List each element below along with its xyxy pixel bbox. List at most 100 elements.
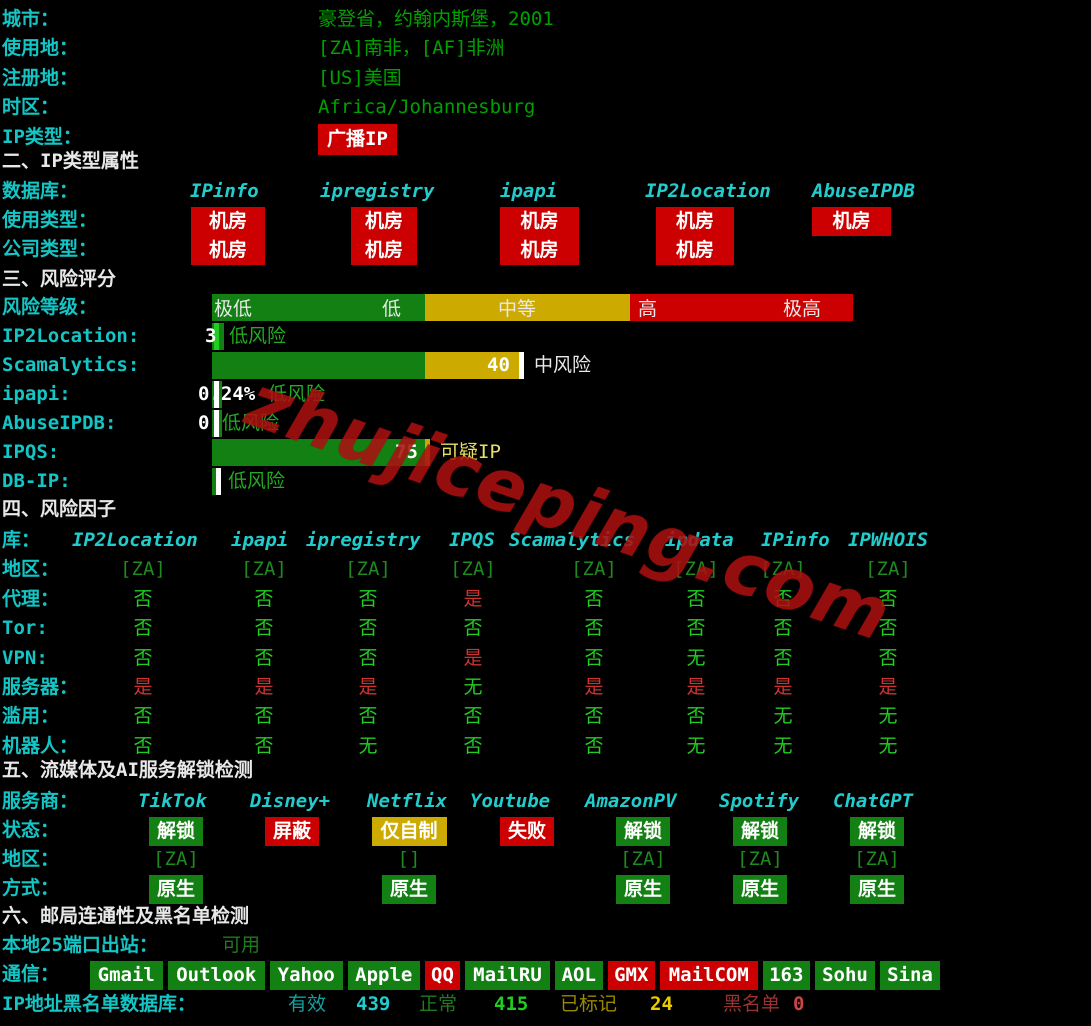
risk-score-bar — [212, 439, 425, 466]
section4-db-header: IPWHOIS — [848, 529, 929, 551]
section5-status-badge: 屏蔽 — [265, 817, 319, 847]
section4-cell: 否 — [133, 705, 153, 728]
section2-db-header: IP2Location — [645, 180, 771, 202]
section4-cell: 是 — [584, 676, 604, 698]
section4-cell: [ZA] — [450, 558, 496, 581]
section2-company-badge: 机房 — [656, 236, 734, 266]
mail-provider-badge[interactable]: MailCOM — [660, 961, 758, 991]
blacklist-stat-value: 0 — [793, 993, 805, 1015]
section2-company-badge: 机房 — [351, 236, 417, 266]
info-row: 时区： Africa/Johannesburg — [0, 93, 1091, 122]
section2-db-header: IPinfo — [190, 180, 259, 202]
mail-provider-badge[interactable]: Gmail — [90, 961, 163, 991]
info-row-value: [US]美国 — [318, 66, 402, 89]
section5-status-badge: 解锁 — [616, 817, 670, 847]
section5-provider-header: AmazonPV — [585, 790, 677, 812]
section2-usage-badge: 机房 — [191, 207, 265, 237]
section4-cell: 是 — [358, 676, 378, 698]
section5-region-cell: [ZA] — [153, 848, 199, 870]
mail-provider-badge[interactable]: AOL — [555, 961, 603, 991]
section4-cell: [ZA] — [760, 558, 806, 581]
info-row-label: IP类型： — [2, 125, 82, 148]
section4-cell: 否 — [773, 587, 793, 610]
section4-db-header: IPQS — [449, 529, 495, 551]
blacklist-label: IP地址黑名单数据库： — [2, 993, 196, 1015]
risk-score-verdict: 中风险 — [534, 354, 592, 376]
section5-region-cell: [ZA] — [854, 848, 900, 870]
section4-cell: 否 — [584, 705, 604, 728]
section4-title: 四、风险因子 — [2, 498, 117, 520]
section4-cell: 否 — [133, 617, 153, 640]
risk-score-tick — [214, 323, 219, 350]
info-row-label: 注册地： — [2, 66, 79, 89]
mail-provider-badge[interactable]: 163 — [762, 961, 810, 991]
section2-row-label: 使用类型： — [2, 209, 98, 231]
risk-score-label: IPQS: — [2, 441, 60, 463]
section5-method-badge: 原生 — [382, 875, 436, 905]
section4-cell: 是 — [254, 676, 274, 698]
section4-cell: 否 — [358, 617, 378, 640]
risk-score-value: 0 — [198, 412, 210, 434]
risk-score-bar — [212, 352, 425, 379]
mail-provider-badge[interactable]: Outlook — [167, 961, 265, 991]
risk-level-label: 风险等级： — [2, 296, 98, 318]
section4-cell: [ZA] — [241, 558, 287, 581]
section4-cell: 否 — [358, 646, 378, 669]
section4-row-label: 服务器： — [2, 676, 79, 698]
section2-usage-badge: 机房 — [351, 207, 417, 237]
section4-db-header: IP2Location — [72, 529, 198, 551]
section4-cell: [ZA] — [673, 558, 719, 581]
risk-score-label: AbuseIPDB: — [2, 412, 117, 434]
risk-score-value: 75 — [395, 441, 418, 463]
blacklist-stat-name: 已标记 — [560, 993, 618, 1015]
risk-score-verdict: 可疑IP — [440, 441, 501, 463]
section4-cell: 否 — [584, 587, 604, 610]
risk-score-label: DB-IP: — [2, 470, 71, 492]
section4-cell: 否 — [254, 587, 274, 610]
section5-provider-header: Spotify — [719, 790, 800, 812]
section4-cell: 否 — [686, 587, 706, 610]
section4-cell: 是 — [133, 676, 153, 698]
section4-cell: 否 — [686, 705, 706, 728]
section4-cell: 否 — [463, 705, 483, 728]
info-row-label: 时区： — [2, 96, 60, 119]
mail-provider-badge[interactable]: Sina — [880, 961, 940, 991]
blacklist-stat-name: 有效 — [288, 993, 327, 1015]
risk-score-tick — [425, 439, 430, 466]
mail-provider-badge[interactable]: QQ — [425, 961, 460, 991]
section2-company-badge: 机房 — [500, 236, 579, 266]
mail-provider-badge[interactable]: Sohu — [815, 961, 875, 991]
section5-status-badge: 解锁 — [733, 817, 787, 847]
section4-db-header: ipdata — [665, 529, 734, 551]
risk-score-tick — [214, 381, 219, 408]
risk-scale-label: 低 — [382, 298, 402, 320]
section4-cell: [ZA] — [345, 558, 391, 581]
section4-cell: 否 — [773, 646, 793, 669]
section4-cell: 无 — [878, 734, 898, 757]
section4-cell: [ZA] — [865, 558, 911, 581]
section2-row-label: 公司类型： — [2, 238, 98, 260]
risk-scale-label: 极低 — [214, 298, 253, 320]
section5-provider-header: Netflix — [367, 790, 448, 812]
section6-title: 六、邮局连通性及黑名单检测 — [2, 905, 250, 927]
risk-score-label: Scamalytics: — [2, 354, 140, 376]
section4-row-label: VPN: — [2, 646, 48, 669]
section4-cell: [ZA] — [120, 558, 166, 581]
blacklist-stat-value: 24 — [650, 993, 673, 1015]
section2-row-label: 数据库： — [2, 180, 79, 202]
section3-title: 三、风险评分 — [2, 268, 117, 290]
section4-cell: 否 — [254, 705, 274, 728]
section4-db-header: Scamalytics — [509, 529, 635, 551]
section4-cell: 否 — [878, 617, 898, 640]
section5-method-badge: 原生 — [850, 875, 904, 905]
section4-cell: 是 — [463, 646, 483, 669]
mail-provider-badge[interactable]: GMX — [607, 961, 655, 991]
mail-provider-badge[interactable]: MailRU — [465, 961, 550, 991]
risk-score-value: 40 — [487, 354, 510, 376]
mail-provider-badge[interactable]: Apple — [347, 961, 420, 991]
section4-cell: 无 — [773, 705, 793, 728]
blacklist-stat-name: 黑名单 — [723, 993, 781, 1015]
risk-score-tick — [519, 352, 524, 379]
mail-provider-badge[interactable]: Yahoo — [270, 961, 343, 991]
section2-db-header: ipapi — [500, 180, 558, 202]
